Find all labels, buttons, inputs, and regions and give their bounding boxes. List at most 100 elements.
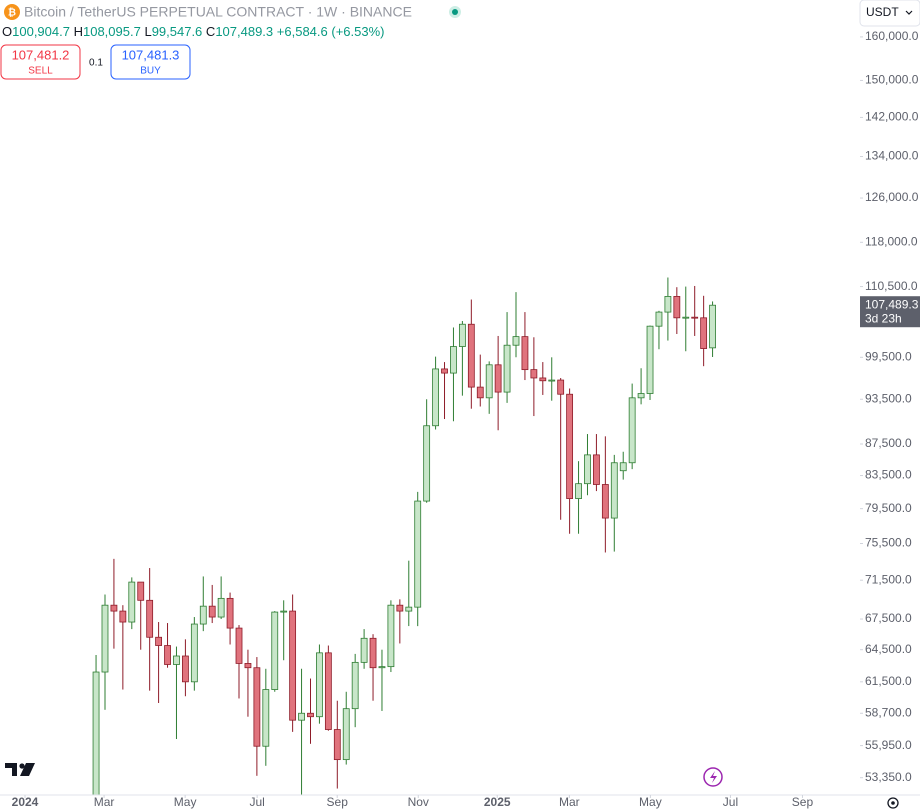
candle-body <box>155 636 162 646</box>
buy-button[interactable] <box>110 44 191 80</box>
y-tick-label: 99,500.0 <box>865 349 912 363</box>
x-tick-label: Nov <box>408 795 429 809</box>
y-tick-label: 93,500.0 <box>865 391 912 405</box>
candle-body <box>655 311 663 327</box>
legend-value: 99,547.6 <box>152 24 203 39</box>
y-tick-label: 110,500.0 <box>865 279 918 293</box>
x-tick-label: Sep <box>327 795 349 809</box>
candle-body <box>530 369 538 379</box>
candle-body <box>190 623 198 683</box>
lightning-icon[interactable] <box>703 767 723 787</box>
y-tick-label: 53,350.0 <box>865 770 912 784</box>
x-tick-label: Sep <box>792 795 814 809</box>
candle-body <box>378 666 386 669</box>
spread: 0.1 <box>89 58 103 69</box>
candle-body <box>709 304 716 349</box>
y-tick-label: 67,500.0 <box>865 611 912 625</box>
candle-body <box>262 689 270 747</box>
candle-body <box>280 610 288 613</box>
candle-body <box>298 712 305 721</box>
settings-center[interactable] <box>891 801 895 805</box>
candle-body <box>441 368 448 374</box>
candle-body <box>476 386 484 399</box>
y-tick-label: 61,500.0 <box>865 674 912 688</box>
y-tick-label: 79,500.0 <box>865 501 912 515</box>
dropdown-arrow[interactable] <box>905 10 913 15</box>
y-tick-label: 134,000.0 <box>865 149 919 163</box>
sell-price[interactable]: 107,481.2 <box>12 47 70 62</box>
candle-body <box>458 323 466 347</box>
y-tick-label: 58,700.0 <box>865 705 912 719</box>
coin-icon <box>4 4 20 20</box>
lightning-glyph[interactable] <box>710 771 717 783</box>
candle-body <box>324 652 332 730</box>
candle-body <box>610 462 618 519</box>
sell-label[interactable]: SELL <box>28 66 53 77</box>
candle-body <box>137 581 145 601</box>
buy-label[interactable]: BUY <box>140 66 161 77</box>
candle-body <box>333 729 341 761</box>
candle-body <box>128 581 136 623</box>
currency-selector[interactable] <box>859 0 920 27</box>
legend-value: 107,489.3 <box>215 24 273 39</box>
sell-button[interactable] <box>0 44 81 80</box>
y-tick-label: 87,500.0 <box>865 436 912 450</box>
coin-glyph: ₿ <box>8 7 16 19</box>
candle-body <box>101 604 109 673</box>
candle-body <box>199 605 207 625</box>
candle-body <box>673 296 681 319</box>
status-dot <box>452 9 458 15</box>
candle-body <box>414 500 422 608</box>
settings-icon[interactable] <box>887 797 899 809</box>
candle-body <box>557 379 565 395</box>
candle-body <box>432 368 439 427</box>
price-tag-label: 107,489.3 <box>865 297 919 311</box>
candle-body <box>253 667 261 747</box>
candle-body <box>289 610 297 721</box>
candle-body <box>244 663 252 669</box>
y-tick-label: 83,500.0 <box>865 468 912 482</box>
candle-body <box>405 606 413 612</box>
candle-body <box>646 325 654 394</box>
candle-body <box>503 344 511 393</box>
candle-body <box>92 671 100 795</box>
legend-key: O <box>2 24 12 39</box>
plot-area <box>92 277 716 795</box>
candle-body <box>512 336 520 346</box>
x-tick-label: Mar <box>559 795 580 809</box>
x-tick-label: 2025 <box>484 795 511 809</box>
legend-key: L <box>144 24 151 39</box>
candle-body <box>307 712 314 718</box>
candle-body <box>217 597 225 618</box>
candle-body <box>485 364 493 399</box>
tv-logo <box>5 763 35 776</box>
candle-body <box>601 484 609 519</box>
candle-body <box>539 377 547 382</box>
x-tick-label: 2024 <box>12 795 39 809</box>
candle-body <box>396 604 404 612</box>
legend-key: C <box>206 24 215 39</box>
candle-body <box>467 323 475 388</box>
candle-body <box>637 393 645 399</box>
candle-body <box>226 597 234 629</box>
y-tick-label: 71,500.0 <box>865 572 912 586</box>
candle-body <box>494 364 502 393</box>
candle-body <box>628 397 636 464</box>
y-tick-label: 55,950.0 <box>865 738 912 752</box>
candle-body <box>664 296 672 313</box>
candle-body <box>182 655 189 683</box>
y-tick-label: 118,000.0 <box>865 234 918 248</box>
candle-body <box>173 655 180 665</box>
candle-body <box>235 627 243 664</box>
candle-body <box>423 425 431 502</box>
chart-title: Bitcoin / TetherUS PERPETUAL CONTRACT · … <box>24 4 412 20</box>
candle-body <box>387 604 395 668</box>
candle-body <box>450 346 457 374</box>
legend-change: +6,584.6 (+6.53%) <box>277 24 385 39</box>
currency-label[interactable]: USDT <box>866 5 899 19</box>
legend-value: 108,095.7 <box>83 24 141 39</box>
ohlc-legend: O100,904.7 H108,095.7 L99,547.6 C107,489… <box>2 24 384 39</box>
buy-price[interactable]: 107,481.3 <box>122 47 180 62</box>
